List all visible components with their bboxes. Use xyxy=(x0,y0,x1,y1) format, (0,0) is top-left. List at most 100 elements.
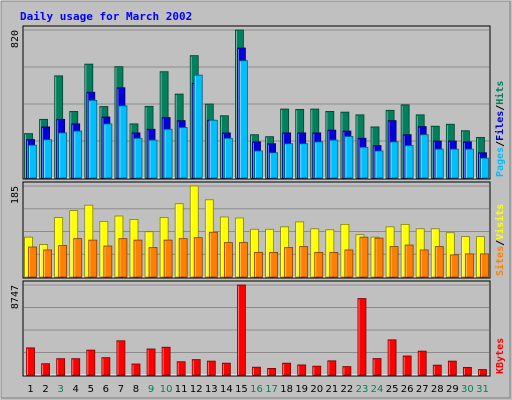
bar-pages xyxy=(314,141,324,179)
bar-kbytes xyxy=(101,357,111,376)
bar-kbytes xyxy=(56,358,66,376)
bar-pages xyxy=(148,139,158,179)
bar-sites xyxy=(73,238,83,278)
day-label: 12 xyxy=(190,384,203,395)
axis-max-label: 820 xyxy=(10,30,21,48)
bar-pages xyxy=(299,143,309,179)
bar-kbytes xyxy=(131,363,141,376)
day-label: 16 xyxy=(250,384,263,395)
day-label: 10 xyxy=(160,384,173,395)
bar-pages xyxy=(193,74,203,179)
bar-pages xyxy=(28,144,37,179)
bar-sites xyxy=(449,254,459,278)
bar-pages xyxy=(419,134,429,179)
bar-pages xyxy=(223,137,233,179)
side-label-part: / xyxy=(495,105,506,111)
bar-pages xyxy=(103,123,113,179)
day-label: 19 xyxy=(295,384,308,395)
bar-kbytes xyxy=(282,362,292,376)
day-label: 31 xyxy=(476,384,489,395)
bar-sites xyxy=(193,237,203,278)
day-label: 24 xyxy=(371,384,384,395)
bar-kbytes xyxy=(176,361,186,376)
bar-sites xyxy=(163,239,173,278)
bar-sites xyxy=(374,237,384,278)
bar-pages xyxy=(163,128,173,179)
bar-sites xyxy=(208,231,218,278)
day-label: 26 xyxy=(401,384,414,395)
bar-kbytes xyxy=(191,359,201,376)
day-label: 17 xyxy=(265,384,278,395)
bar-kbytes xyxy=(237,284,246,376)
bar-kbytes xyxy=(86,349,96,376)
bar-sites xyxy=(465,253,474,278)
day-label: 28 xyxy=(431,384,444,395)
bar-pages xyxy=(404,145,414,179)
day-label: 5 xyxy=(88,384,94,395)
bar-sites xyxy=(434,246,444,278)
side-label-hits_files_pages: Pages/Files/Hits xyxy=(494,81,506,177)
axis-max-label: 185 xyxy=(10,186,21,204)
bar-sites xyxy=(269,252,278,278)
bar-sites xyxy=(299,246,309,278)
bar-sites xyxy=(118,238,128,278)
day-label: 30 xyxy=(461,384,474,395)
bar-kbytes xyxy=(297,364,307,376)
side-label-part: Visits xyxy=(494,204,506,240)
day-label: 6 xyxy=(103,384,109,395)
bar-sites xyxy=(223,242,233,278)
side-label-part: / xyxy=(495,141,506,147)
side-label-part: KBytes xyxy=(495,338,506,374)
bar-sites xyxy=(419,249,429,278)
side-label-part: Hits xyxy=(494,81,506,105)
bar-kbytes xyxy=(161,346,171,376)
bar-kbytes xyxy=(357,298,367,376)
bar-pages xyxy=(374,150,384,179)
bar-kbytes xyxy=(41,363,50,376)
bar-pages xyxy=(359,146,369,179)
bar-sites xyxy=(103,245,113,278)
day-label: 27 xyxy=(416,384,429,395)
bar-pages xyxy=(43,139,52,179)
bar-kbytes xyxy=(116,340,126,376)
bar-kbytes xyxy=(372,358,382,376)
bar-sites xyxy=(314,252,324,278)
side-label-part: / xyxy=(495,240,506,246)
bar-pages xyxy=(118,105,128,179)
side-label-part: Pages xyxy=(495,147,506,177)
bar-kbytes xyxy=(221,362,231,376)
day-label: 9 xyxy=(148,384,154,395)
bar-sites xyxy=(389,246,399,278)
day-label: 13 xyxy=(205,384,218,395)
day-label: 2 xyxy=(42,384,48,395)
bar-pages xyxy=(284,143,294,179)
bar-sites xyxy=(329,252,339,278)
bar-kbytes xyxy=(206,360,216,376)
bar-pages xyxy=(58,132,68,179)
bar-pages xyxy=(389,141,399,179)
day-label: 21 xyxy=(325,384,338,395)
bar-kbytes xyxy=(146,348,156,376)
bar-sites xyxy=(254,252,263,278)
bar-kbytes xyxy=(432,364,442,376)
bar-pages xyxy=(480,157,489,179)
bar-pages xyxy=(73,130,83,179)
day-label: 15 xyxy=(235,384,248,395)
day-label: 20 xyxy=(310,384,323,395)
bar-kbytes xyxy=(478,369,487,376)
bar-kbytes xyxy=(312,365,322,376)
bar-sites xyxy=(28,246,37,278)
bar-pages xyxy=(434,148,444,179)
bar-pages xyxy=(329,139,339,179)
bar-kbytes xyxy=(387,339,397,376)
bar-pages xyxy=(254,150,263,179)
day-label: 8 xyxy=(133,384,139,395)
bar-kbytes xyxy=(267,368,276,376)
day-label: 18 xyxy=(280,384,293,395)
day-label: 4 xyxy=(73,384,79,395)
bar-pages xyxy=(344,136,354,179)
bar-sites xyxy=(58,245,68,278)
bar-kbytes xyxy=(342,366,352,376)
